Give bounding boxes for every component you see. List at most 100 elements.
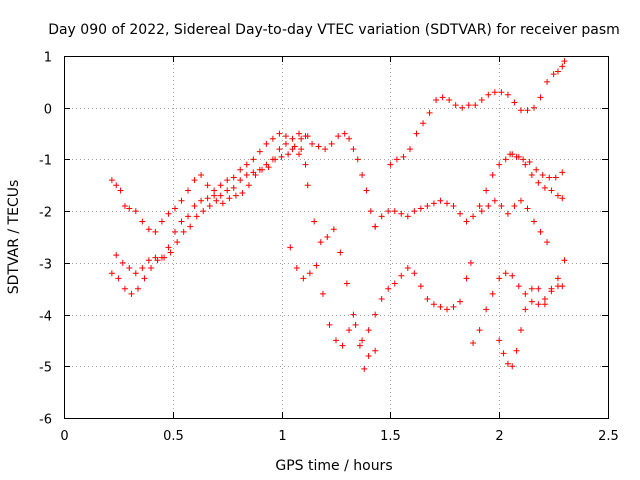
data-point (113, 182, 120, 189)
data-point (346, 135, 353, 142)
data-point (535, 179, 542, 186)
data-point (243, 161, 250, 168)
series-arc-6 (287, 244, 379, 359)
y-tick-label: 0 (44, 103, 52, 118)
data-point (544, 239, 551, 246)
data-point (365, 352, 372, 359)
data-point (541, 301, 548, 308)
data-point (531, 218, 538, 225)
data-point (278, 153, 285, 160)
data-point (108, 270, 115, 277)
data-point (489, 171, 496, 178)
data-point (167, 249, 174, 256)
data-point (476, 202, 483, 209)
data-point (463, 218, 470, 225)
data-point (296, 151, 303, 158)
data-point (315, 143, 322, 150)
data-point (359, 171, 366, 178)
data-point (198, 171, 205, 178)
data-point (165, 210, 172, 217)
data-point (285, 151, 292, 158)
data-point (400, 153, 407, 160)
data-point (324, 234, 331, 240)
data-point (411, 208, 418, 215)
data-point (391, 280, 398, 287)
data-point (483, 187, 490, 194)
data-point (359, 337, 366, 344)
data-point (132, 270, 139, 277)
data-point (217, 192, 224, 199)
data-point (276, 146, 283, 153)
data-point (128, 290, 135, 297)
data-point (483, 306, 490, 313)
data-point (470, 213, 477, 220)
x-tick-label: 2 (495, 429, 503, 444)
data-point (141, 275, 148, 282)
data-point (304, 133, 311, 140)
data-point (152, 228, 159, 235)
x-tick-label: 0.5 (163, 429, 184, 444)
data-point (485, 202, 492, 209)
data-point (559, 283, 566, 290)
data-point (550, 71, 557, 78)
data-point (126, 265, 133, 272)
data-point (561, 257, 568, 264)
data-point (554, 68, 561, 75)
chart-title: Day 090 of 2022, Sidereal Day-to-day VTE… (48, 22, 620, 38)
data-point (446, 96, 453, 103)
data-point (126, 205, 133, 212)
x-tick-label: 0 (60, 429, 68, 444)
data-point (328, 140, 335, 147)
x-tick-label: 2.5 (598, 429, 619, 444)
data-point (204, 195, 211, 202)
data-point (430, 301, 437, 308)
data-point (230, 174, 237, 181)
data-point (365, 327, 372, 334)
data-point (472, 102, 479, 109)
data-point (313, 262, 320, 269)
series-arc-7 (298, 146, 368, 372)
data-point (363, 187, 370, 194)
data-point (132, 208, 139, 215)
series-arc-5 (113, 140, 309, 277)
data-point (539, 171, 546, 178)
data-point (282, 140, 289, 147)
data-point (504, 210, 511, 217)
data-point (174, 239, 181, 246)
data-point (269, 156, 276, 163)
data-point (559, 195, 566, 202)
data-point (322, 146, 329, 153)
data-point (535, 285, 542, 292)
data-point (352, 321, 359, 328)
data-point (465, 102, 472, 109)
data-point (158, 254, 165, 261)
data-point (515, 283, 522, 290)
data-point (561, 58, 568, 65)
data-point (509, 272, 516, 279)
data-point (478, 96, 485, 103)
data-point (204, 182, 211, 189)
data-point (554, 275, 561, 282)
data-point (263, 161, 270, 168)
data-point (443, 200, 450, 207)
data-point (226, 195, 233, 202)
data-point (559, 63, 566, 70)
data-point (391, 208, 398, 215)
data-point (372, 311, 379, 318)
data-point (115, 275, 122, 282)
data-point (509, 363, 516, 370)
data-point (398, 210, 405, 217)
data-point (491, 197, 498, 204)
data-point (108, 177, 115, 184)
x-axis-label: GPS time / hours (275, 458, 392, 474)
data-point (385, 285, 392, 292)
data-point (378, 213, 385, 220)
data-point (372, 347, 379, 354)
data-point (319, 290, 326, 297)
y-tick-label: -6 (39, 413, 52, 428)
data-point (256, 166, 263, 173)
data-point (398, 272, 405, 279)
data-point (309, 140, 316, 147)
data-point (528, 285, 535, 292)
data-point (504, 360, 511, 367)
